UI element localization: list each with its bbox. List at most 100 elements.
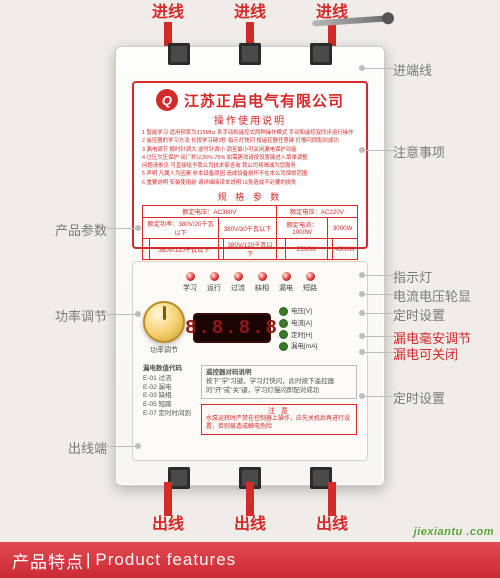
callout: 产品参数 — [55, 220, 107, 239]
callout-line — [363, 68, 393, 69]
usage-notes: 1 智能学习 适用频率为315Mhz 系手动和遥控式两种操作模式 手动和遥控双同… — [142, 130, 358, 187]
callout-label: 功率调节 — [55, 306, 107, 325]
feature-bar-en: Product features — [95, 550, 236, 570]
spec-title: 规 格 参 数 — [142, 190, 358, 203]
callout: 注意事项 — [393, 142, 445, 161]
panel-mid-row: 功率调节 8.8.8.8 电压[V] 电流[A] 定时[H] 漏电[mA] — [143, 301, 357, 355]
remote-body: 按下"学"习键，学习灯快闪，此时按下遥控器的"开"或"关"键，学习灯慢闪即配对成… — [206, 378, 352, 395]
callout: 漏电可关闭 — [393, 344, 458, 363]
plate-subhead: 操作使用说明 — [142, 112, 358, 127]
terminal — [239, 43, 261, 65]
led-label: 漏电 — [279, 283, 293, 293]
error-code-title: 漏电数值代码 — [143, 365, 191, 374]
callout-line — [363, 313, 393, 314]
knob-label: 功率调节 — [150, 345, 178, 355]
spec-cell: 额定电流：1000W — [276, 218, 328, 239]
remote-title: 遥控器对码说明 — [206, 369, 352, 377]
callout-line — [363, 336, 393, 337]
remote-and-warn: 遥控器对码说明 按下"学"习键，学习灯快闪，此时按下遥控器的"开"或"关"键，学… — [201, 365, 357, 435]
spec-cell: 2500W — [285, 239, 328, 260]
display-side-labels: 电压[V] 电流[A] 定时[H] 漏电[mA] — [279, 305, 317, 351]
callout: 定时设置 — [393, 305, 445, 324]
power-knob[interactable] — [143, 301, 185, 343]
led-dot — [258, 272, 267, 281]
watermark: jiexiantu .com — [414, 526, 494, 538]
table-row: 额定功率：380V/20千瓦以下 380V/30千瓦以下 额定电流：1000W … — [143, 218, 358, 239]
disp-label: 电流[A] — [291, 320, 312, 327]
green-button-icon[interactable] — [279, 342, 288, 351]
outlet-2: 出线 — [232, 482, 268, 534]
callout-line — [107, 446, 137, 447]
outlet-label: 出线 — [232, 516, 268, 534]
terminal — [310, 43, 332, 65]
green-button-icon[interactable] — [279, 307, 288, 316]
outlet-labels: 出线 出线 出线 — [150, 482, 350, 534]
led-label: 缺相 — [255, 283, 269, 293]
spec-cell: 4500W — [333, 239, 358, 260]
callout-label: 定时设置 — [393, 388, 445, 407]
feature-bar: 产品特点 | Product features — [0, 542, 500, 578]
callout: 电流电压轮显 — [393, 286, 471, 305]
infographic-canvas: 进线 进线 进线 Q 江苏正启电气有限公司 操作使用说明 1 智能学习 适用频 — [0, 0, 500, 578]
callout: 功率调节 — [55, 306, 107, 325]
callout-line — [107, 314, 137, 315]
disp-label: 漏电[mA] — [291, 343, 317, 350]
callout-label: 进端线 — [393, 60, 432, 79]
green-button-icon[interactable] — [279, 319, 288, 328]
led-label: 运行 — [207, 283, 221, 293]
disp-label-row: 电流[A] — [279, 317, 317, 328]
company-logo: Q — [156, 89, 178, 111]
outlet-bar — [164, 482, 172, 516]
outlet-label: 出线 — [314, 516, 350, 534]
callout: 指示灯 — [393, 267, 432, 286]
callout-label: 电流电压轮显 — [393, 286, 471, 305]
seven-seg-display: 8.8.8.8 — [193, 313, 271, 343]
green-button-icon[interactable] — [279, 330, 288, 339]
table-row: 额定电压：AC380V 额定电压：AC220V — [143, 206, 358, 218]
callout-line — [363, 352, 393, 353]
spec-cell: 额定电压：AC220V — [276, 206, 357, 218]
spec-cell: 380V/30千瓦以下 — [219, 218, 276, 239]
note-line: 6 重要说明 安装使用前 请详细阅读本说明 以免造成不必要的损失 — [142, 180, 358, 187]
outlet-label: 出线 — [150, 516, 186, 534]
spec-cell — [276, 239, 285, 260]
note-line: 问题请参见 可直接给予我公司技术部咨询 我公司将竭诚为您服务 — [142, 163, 358, 170]
callout-line — [107, 228, 137, 229]
panel-lower: 漏电数值代码 E-01 过流 E-02 漏电 E-03 缺相 E-05 短路 E… — [143, 365, 357, 435]
note-line: 5 声明 凡属人为因素 非本设备原因 造成设备损坏不在本公司保修范围 — [142, 171, 358, 178]
callout: 进端线 — [393, 60, 432, 79]
disp-label: 定时[H] — [291, 332, 312, 339]
error-code: E-07 定时时间到 — [143, 410, 191, 419]
device-body: Q 江苏正启电气有限公司 操作使用说明 1 智能学习 适用频率为315Mhz 系… — [115, 46, 385, 486]
note-line: 1 智能学习 适用频率为315Mhz 系手动和遥控式两种操作模式 手动和遥控双同… — [142, 130, 358, 137]
disp-label-row: 漏电[mA] — [279, 340, 317, 351]
callout-label: 指示灯 — [393, 267, 432, 286]
feature-bar-zh: 产品特点 — [12, 548, 84, 573]
spec-cell: 380V/120千瓦以下 — [224, 239, 276, 260]
inlet-label: 进线 — [232, 4, 268, 22]
error-code-list: 漏电数值代码 E-01 过流 E-02 漏电 E-03 缺相 E-05 短路 E… — [143, 365, 191, 435]
callout: 定时设置 — [393, 388, 445, 407]
spec-cell: 额定电压：AC380V — [143, 206, 277, 218]
spec-cell: 380V/120千瓦以下 — [149, 239, 219, 260]
led-row: 学习 运行 过流 缺相 漏电 短路 — [143, 272, 357, 293]
plate-header: Q 江苏正启电气有限公司 — [142, 89, 358, 111]
warning-body: 水泵运转时严禁在控制器上操作，应先关机后再进行设置，否则易造成触电危险 — [206, 416, 352, 432]
disp-label: 电压[V] — [291, 308, 312, 315]
error-code: E-02 漏电 — [143, 384, 191, 393]
terminal — [168, 43, 190, 65]
led-dot — [306, 272, 315, 281]
led-label: 学习 — [183, 283, 197, 293]
led-label: 过流 — [231, 283, 245, 293]
led-dot — [186, 272, 195, 281]
company-name: 江苏正启电气有限公司 — [184, 90, 344, 111]
callout: 出线端 — [68, 438, 107, 457]
note-line: 4 过压欠压保护 出厂默认30%-75% 如需更改请按设置键进入菜单调整 — [142, 155, 358, 162]
knob-group: 功率调节 — [143, 301, 185, 355]
error-code: E-03 缺相 — [143, 392, 191, 401]
error-code: E-01 过流 — [143, 375, 191, 384]
led-run: 运行 — [207, 272, 221, 293]
callout-label: 产品参数 — [55, 220, 107, 239]
control-panel: 学习 运行 过流 缺相 漏电 短路 功率调节 8.8.8.8 电压[V] 电流[… — [132, 261, 368, 461]
terminals-top — [116, 43, 384, 65]
